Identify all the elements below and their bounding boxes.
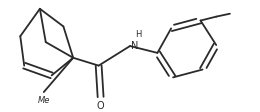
- Text: Me: Me: [38, 95, 50, 104]
- Text: H: H: [135, 30, 141, 39]
- Text: O: O: [97, 100, 105, 110]
- Text: N: N: [131, 41, 138, 51]
